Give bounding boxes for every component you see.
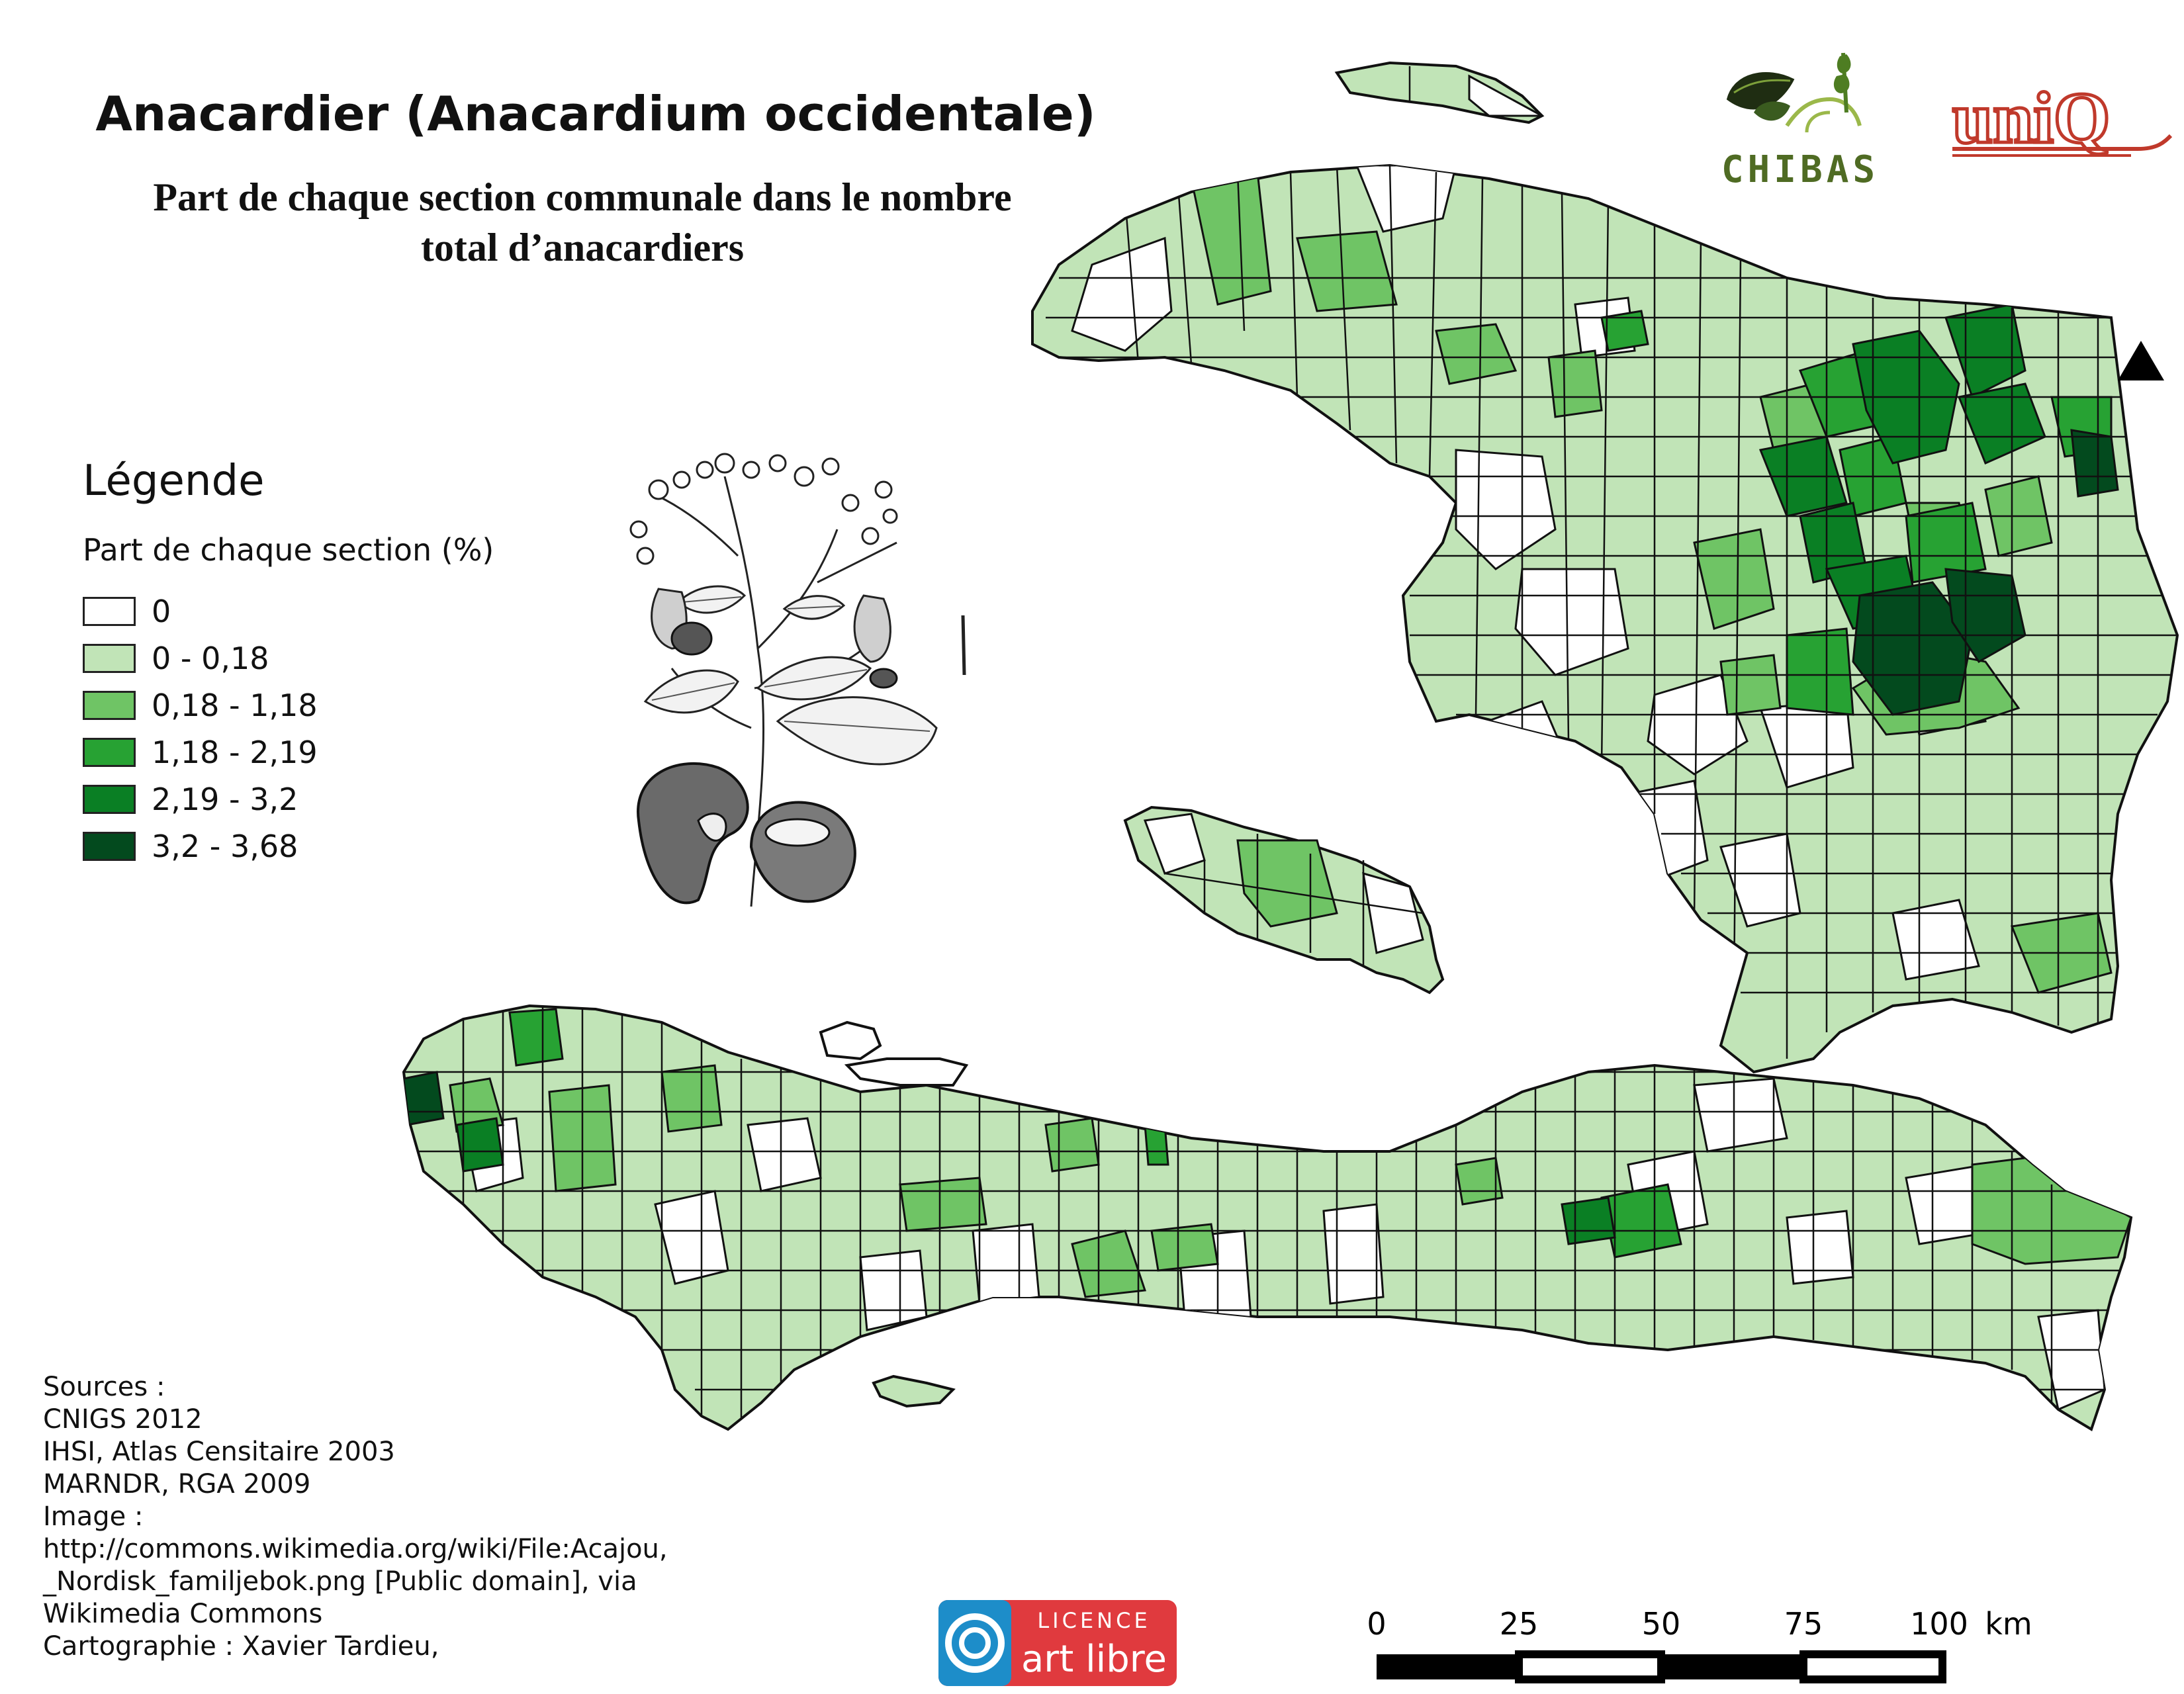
legend-label: 0: [152, 593, 171, 629]
sources-line: CNIGS 2012: [43, 1404, 203, 1435]
legend-label: 0,18 - 1,18: [152, 687, 318, 723]
scale-tick-label: 100: [1910, 1606, 1968, 1642]
licence-bottom-text: art libre: [1021, 1638, 1167, 1681]
subtitle-line-1: Part de chaque section communale dans le…: [153, 175, 1012, 219]
sources-line: Cartographie : Xavier Tardieu,: [43, 1631, 439, 1662]
licence-art-libre-logo: LICENCE art libre: [938, 1600, 1177, 1686]
map-title: Anacardier (Anacardium occidentale): [95, 86, 1096, 142]
legend-swatch: [83, 643, 136, 673]
legend-item: 0 - 0,18: [83, 635, 494, 682]
legend-swatch: [83, 831, 136, 861]
legend-label: 1,18 - 2,19: [152, 734, 318, 770]
ile-a-vache: [872, 1374, 956, 1408]
sources-line: _Nordisk_familjebok.png [Public domain],…: [43, 1566, 637, 1597]
sources-line: IHSI, Atlas Censitaire 2003: [43, 1437, 395, 1467]
subtitle-line-2: total d’anacardiers: [420, 226, 745, 269]
map-subtitle: Part de chaque section communale dans le…: [93, 172, 1072, 273]
ile-de-la-tortue: [1334, 61, 1545, 124]
chibas-logo-text: CHIBAS: [1721, 148, 1879, 191]
scale-segment: [1661, 1654, 1803, 1679]
north-peninsula: [1031, 163, 2179, 1074]
legend-item: 0,18 - 1,18: [83, 682, 494, 729]
licence-top-text: LICENCE: [1037, 1608, 1150, 1633]
scale-tick-label: 0: [1367, 1606, 1386, 1642]
scale-tick-label: 50: [1642, 1606, 1681, 1642]
legend-swatch: [83, 690, 136, 720]
scale-tick-label: 75: [1784, 1606, 1823, 1642]
legend-item: 1,18 - 2,19: [83, 729, 494, 776]
scale-tick-label: 25: [1500, 1606, 1539, 1642]
legend-item: 3,2 - 3,68: [83, 823, 494, 869]
legend-subtitle: Part de chaque section (%): [83, 532, 494, 568]
legend-swatch: [83, 737, 136, 767]
sources-block: Sources : CNIGS 2012 IHSI, Atlas Censita…: [43, 1371, 668, 1663]
south-peninsula: [402, 1004, 2133, 1431]
legend-label: 2,19 - 3,2: [152, 781, 298, 817]
legend-item: 0: [83, 588, 494, 635]
north-arrow-icon: [2118, 341, 2164, 380]
scale-segment: [1377, 1654, 1519, 1679]
chibas-logo: CHIBAS: [1721, 52, 1879, 191]
cashew-illustration: [629, 453, 966, 907]
sources-line: MARNDR, RGA 2009: [43, 1469, 311, 1499]
sources-line: Sources :: [43, 1372, 165, 1402]
uniq-logo: uniQ: [1951, 79, 2173, 160]
ile-de-la-gonave: [1123, 805, 1445, 995]
legend-label: 0 - 0,18: [152, 640, 269, 676]
legend-label: 3,2 - 3,68: [152, 828, 298, 864]
legend-swatch: [83, 784, 136, 814]
legend-title: Légende: [83, 457, 265, 506]
legend-swatch: [83, 596, 136, 626]
legend: Légende Part de chaque section (%) 0 0 -…: [83, 457, 494, 869]
scale-segment: [1799, 1650, 1946, 1683]
sources-line: Image :: [43, 1501, 144, 1532]
scale-bar: 0 25 50 75 100 km: [1367, 1606, 2032, 1683]
scale-segment: [1515, 1650, 1665, 1683]
uniq-logo-text: uniQ: [1952, 79, 2110, 158]
sources-line: Wikimedia Commons: [43, 1599, 323, 1629]
cayemites-islands: [819, 1020, 969, 1087]
legend-item: 2,19 - 3,2: [83, 776, 494, 823]
sources-line: http://commons.wikimedia.org/wiki/File:A…: [43, 1534, 668, 1564]
scale-unit-label: km: [1985, 1606, 2032, 1642]
